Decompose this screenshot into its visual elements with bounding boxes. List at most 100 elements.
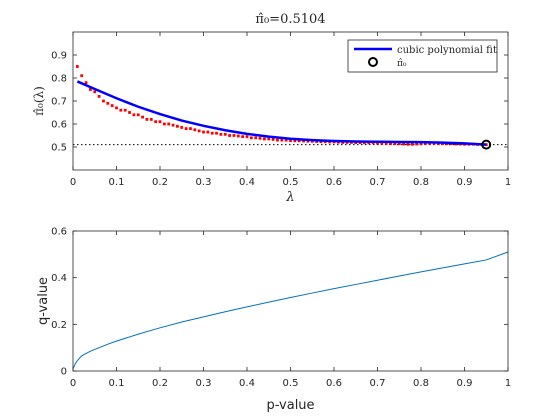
x-tick-label: 0.9 [457, 378, 473, 389]
pi0-lambda-point [158, 120, 162, 124]
pi0-lambda-point [363, 141, 366, 145]
pi0-lambda-point [84, 81, 88, 84]
pi0-lambda-point [123, 108, 127, 112]
x-tick-label: 0.2 [152, 177, 168, 188]
x-tick-label: 0.2 [152, 378, 168, 389]
legend-entry-fit: cubic polynomial fit [397, 45, 497, 56]
pi0-lambda-point [184, 127, 188, 130]
pi0-lambda-point [141, 115, 144, 119]
pi0-lambda-point [271, 138, 275, 141]
pi0-lambda-point [115, 106, 118, 110]
pi0-lambda-point [241, 135, 245, 139]
x-tick-label: 1 [505, 177, 511, 188]
pi0-lambda-point [410, 142, 414, 146]
x-tick-label: 0.8 [413, 378, 429, 389]
x-tick-label: 0.1 [109, 177, 125, 188]
pi0-lambda-point [280, 138, 284, 142]
x-tick-label: 0.8 [413, 177, 429, 188]
pi0-lambda-point [197, 129, 201, 133]
pi0-lambda-point [193, 128, 197, 132]
pi0-lambda-point [232, 134, 236, 137]
x-tick-label: 0.6 [326, 378, 342, 389]
pi0-lambda-point [284, 138, 288, 142]
bottom-ticks-group: 0 0.1 0.2 0.3 0.4 0.5 0.6 0.7 0.8 0.9 1 0 0.2 0.4 0.6 [51, 227, 511, 390]
legend: cubic polynomial fit π̂₀ [347, 39, 498, 73]
pi0-lambda-point [89, 88, 92, 91]
legend-marker-swatch [368, 57, 378, 67]
pi0-lambda-point [276, 138, 279, 142]
pi0-lambda-point [102, 99, 105, 103]
pi0-lambda-point [149, 118, 153, 121]
pi0-lambda-point [402, 142, 405, 146]
pi0-lambda-point [132, 113, 136, 117]
pi0-lambda-point [302, 139, 305, 143]
pi0-lambda-point [393, 142, 397, 145]
bottom-axes: 0 0.1 0.2 0.3 0.4 0.5 0.6 0.7 0.8 0.9 100.20.40.6 … [36, 227, 511, 414]
pi0-lambda-point [228, 134, 231, 137]
x-tick-label: 0.9 [457, 177, 473, 188]
pi0-lambda-point [415, 142, 419, 146]
pi0-lambda-point [419, 142, 423, 146]
top-title: π̂₀=0.5104 [255, 12, 325, 27]
pi0-lambda-point [180, 126, 184, 129]
x-tick-label: 1 [505, 378, 511, 389]
y-tick-label: 0.9 [51, 51, 67, 62]
pi0-lambda-point [93, 90, 97, 94]
pi0-lambda-point [389, 142, 392, 145]
pi0-lambda-point [206, 130, 210, 134]
pi0-lambda-point [245, 135, 249, 139]
pi0-lambda-point [297, 139, 301, 143]
pi0-lambda-point [249, 136, 253, 140]
bottom-plot-area [73, 231, 508, 371]
pi0-lambda-point [293, 139, 297, 143]
pi0-lambda-point [306, 139, 310, 143]
pi0-lambda-point [189, 127, 192, 130]
x-tick-label: 0 [70, 177, 76, 188]
pi0-lambda-point [254, 136, 258, 140]
pi0-lambda-point [223, 132, 227, 136]
pi0-lambda-point [176, 124, 179, 128]
pi0-lambda-point [145, 118, 149, 121]
y-tick-label: 0 [61, 367, 67, 378]
pi0-lambda-point [97, 95, 101, 98]
x-tick-label: 0.5 [283, 177, 299, 188]
pi0-lambda-point [263, 137, 266, 141]
top-axes: 0 0.1 0.2 0.3 0.4 0.5 0.6 0.7 0.8 0.9 1 0.5 0.6 0.7 0.… [32, 12, 511, 205]
y-tick-label: 0.8 [51, 74, 67, 85]
top-x-axis-label: λ [285, 190, 294, 205]
pi0-lambda-point [289, 139, 292, 142]
pi0-lambda-point [384, 141, 388, 145]
top-y-axis-label: π̂₀(λ) [32, 86, 46, 116]
x-tick-label: 0.7 [370, 378, 386, 389]
pi0-lambda-point [128, 111, 131, 114]
pi0-lambda-point [110, 104, 114, 107]
y-tick-label: 0.4 [51, 273, 67, 284]
pi0-lambda-point [423, 142, 427, 145]
pi0-lambda-point [167, 122, 171, 126]
y-tick-label: 0.6 [51, 120, 67, 131]
pi0-lambda-point [210, 131, 214, 135]
pi0-lambda-point [380, 141, 384, 145]
pi0-lambda-point [171, 123, 175, 127]
top-marks-group [75, 65, 492, 150]
q-value-curve [72, 251, 509, 369]
pi0-lambda-point [136, 113, 140, 117]
bottom-x-axis-label: p-value [266, 398, 314, 413]
y-tick-label: 0.6 [51, 227, 67, 238]
y-tick-label: 0.7 [51, 97, 67, 108]
y-tick-label: 0.5 [51, 143, 67, 154]
pi0-lambda-point [376, 141, 379, 145]
top-ticks-group: 0 0.1 0.2 0.3 0.4 0.5 0.6 0.7 0.8 0.9 1 0.5 0.6 0.7 0.… [51, 32, 511, 188]
legend-entry-pi0: π̂₀ [397, 58, 407, 69]
pi0-lambda-point [219, 132, 223, 136]
pi0-lambda-point [202, 130, 205, 134]
bottom-y-axis-label: q-value [36, 277, 51, 325]
pi0-lambda-point [397, 142, 401, 146]
pi0-lambda-point [267, 137, 271, 141]
pi0-lambda-point [258, 136, 262, 140]
pi0-lambda-point [236, 134, 240, 138]
pi0-lambda-point [80, 74, 84, 78]
pi0-lambda-point [215, 131, 218, 135]
pi0-estimate-marker [481, 139, 492, 150]
